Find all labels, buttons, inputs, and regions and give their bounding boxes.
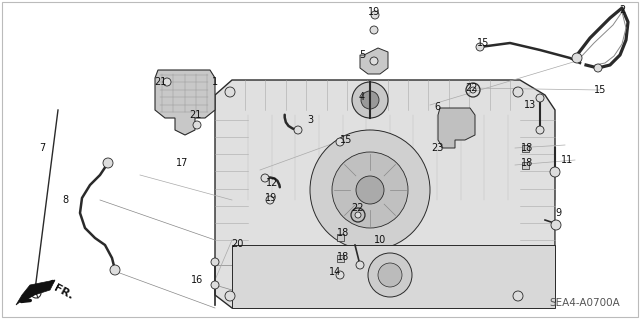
Text: 15: 15 bbox=[477, 38, 489, 48]
Circle shape bbox=[470, 87, 476, 93]
Text: 8: 8 bbox=[62, 195, 68, 205]
Text: 7: 7 bbox=[39, 143, 45, 153]
Circle shape bbox=[513, 291, 523, 301]
Text: 12: 12 bbox=[266, 178, 278, 188]
Text: 22: 22 bbox=[351, 203, 364, 213]
Circle shape bbox=[211, 281, 219, 289]
Text: 23: 23 bbox=[431, 143, 443, 153]
Circle shape bbox=[361, 91, 379, 109]
Text: 18: 18 bbox=[521, 158, 533, 168]
Circle shape bbox=[356, 176, 384, 204]
Circle shape bbox=[310, 130, 430, 250]
Text: 18: 18 bbox=[337, 228, 349, 238]
Circle shape bbox=[294, 126, 302, 134]
Text: 4: 4 bbox=[359, 92, 365, 102]
Circle shape bbox=[211, 258, 219, 266]
Polygon shape bbox=[360, 48, 388, 74]
Bar bbox=[337, 255, 344, 262]
Circle shape bbox=[572, 53, 582, 63]
Polygon shape bbox=[215, 80, 555, 308]
Bar bbox=[337, 234, 344, 241]
Text: 19: 19 bbox=[265, 193, 277, 203]
Text: 10: 10 bbox=[374, 235, 386, 245]
Circle shape bbox=[193, 121, 201, 129]
Text: 11: 11 bbox=[561, 155, 573, 165]
Circle shape bbox=[356, 261, 364, 269]
Circle shape bbox=[225, 291, 235, 301]
Text: 18: 18 bbox=[521, 143, 533, 153]
Circle shape bbox=[110, 265, 120, 275]
Circle shape bbox=[355, 212, 361, 218]
Circle shape bbox=[513, 87, 523, 97]
Circle shape bbox=[225, 87, 235, 97]
Circle shape bbox=[370, 26, 378, 34]
Text: 6: 6 bbox=[434, 102, 440, 112]
Text: 21: 21 bbox=[189, 110, 201, 120]
Text: 15: 15 bbox=[340, 135, 352, 145]
Circle shape bbox=[336, 271, 344, 279]
Bar bbox=[232, 245, 555, 308]
Circle shape bbox=[551, 220, 561, 230]
Polygon shape bbox=[438, 108, 475, 148]
Text: 15: 15 bbox=[594, 85, 606, 95]
Text: 19: 19 bbox=[368, 7, 380, 17]
Circle shape bbox=[536, 126, 544, 134]
Text: 16: 16 bbox=[191, 275, 203, 285]
Text: 13: 13 bbox=[524, 100, 536, 110]
Circle shape bbox=[336, 138, 344, 146]
Circle shape bbox=[550, 167, 560, 177]
Text: FR.: FR. bbox=[52, 283, 75, 301]
Bar bbox=[522, 145, 529, 152]
Text: 14: 14 bbox=[329, 267, 341, 277]
Polygon shape bbox=[16, 280, 55, 305]
Text: 5: 5 bbox=[359, 50, 365, 60]
Text: 22: 22 bbox=[465, 83, 477, 93]
Circle shape bbox=[352, 82, 388, 118]
Circle shape bbox=[536, 94, 544, 102]
Text: 3: 3 bbox=[307, 115, 313, 125]
Circle shape bbox=[332, 152, 408, 228]
Text: SEA4-A0700A: SEA4-A0700A bbox=[549, 298, 620, 308]
Circle shape bbox=[378, 263, 402, 287]
Bar bbox=[522, 161, 529, 168]
Circle shape bbox=[370, 57, 378, 65]
Text: 21: 21 bbox=[154, 77, 166, 87]
Text: 17: 17 bbox=[176, 158, 188, 168]
Circle shape bbox=[103, 158, 113, 168]
Circle shape bbox=[261, 174, 269, 182]
Circle shape bbox=[368, 253, 412, 297]
Text: 1: 1 bbox=[212, 77, 218, 87]
Text: 18: 18 bbox=[337, 252, 349, 262]
Text: 20: 20 bbox=[231, 239, 243, 249]
Polygon shape bbox=[155, 70, 215, 135]
Circle shape bbox=[266, 196, 274, 204]
Text: 2: 2 bbox=[619, 5, 625, 15]
Circle shape bbox=[476, 43, 484, 51]
Text: 9: 9 bbox=[555, 208, 561, 218]
Circle shape bbox=[371, 11, 379, 19]
Circle shape bbox=[163, 78, 171, 86]
Circle shape bbox=[594, 64, 602, 72]
